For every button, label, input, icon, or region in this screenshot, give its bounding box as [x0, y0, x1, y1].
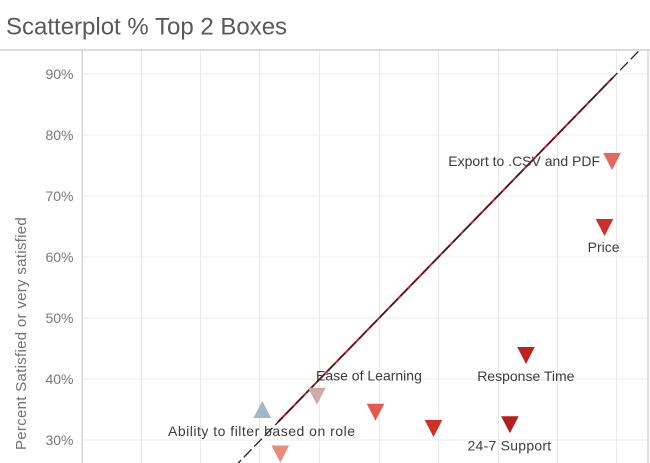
- svg-text:90%: 90%: [45, 66, 73, 82]
- svg-text:30%: 30%: [45, 432, 73, 448]
- svg-text:Response Time: Response Time: [477, 368, 574, 384]
- svg-text:24-7 Support: 24-7 Support: [468, 438, 552, 454]
- svg-text:40%: 40%: [45, 371, 73, 387]
- svg-text:Export to .CSV and PDF: Export to .CSV and PDF: [448, 153, 600, 169]
- svg-text:Price: Price: [588, 239, 620, 255]
- svg-text:Percent Satisfied or very sati: Percent Satisfied or very satisfied: [13, 217, 30, 450]
- svg-text:80%: 80%: [45, 127, 73, 143]
- svg-text:70%: 70%: [45, 188, 73, 204]
- svg-text:Ability to filter based on rol: Ability to filter based on role: [168, 423, 355, 439]
- svg-text:Ease of Learning: Ease of Learning: [316, 368, 422, 384]
- svg-text:Scatterplot % Top 2 Boxes: Scatterplot % Top 2 Boxes: [6, 14, 287, 41]
- svg-text:60%: 60%: [45, 249, 73, 265]
- svg-text:50%: 50%: [45, 310, 73, 326]
